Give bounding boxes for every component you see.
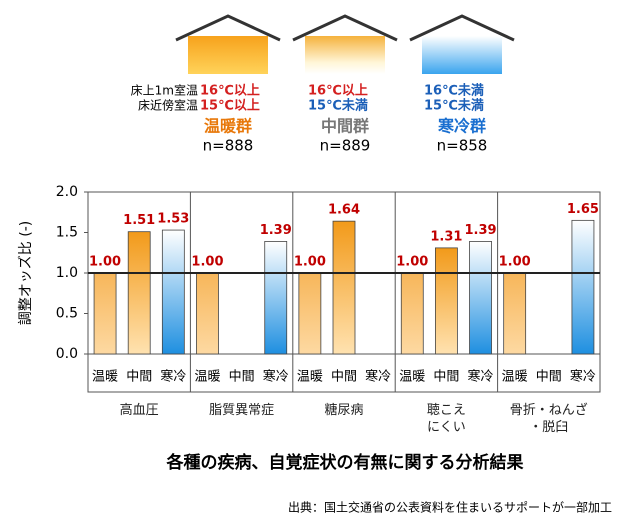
bar [469,241,492,355]
x-tick-label: 中間 [536,370,562,385]
x-tick-label: 中間 [126,370,152,385]
x-tick-label: 寒冷 [468,369,494,385]
value-label: 1.00 [294,255,326,270]
row-label: 床近傍室温 [138,98,198,113]
bar [298,272,322,355]
y-tick-label: 0.5 [56,306,78,322]
value-label: 1.51 [123,213,155,228]
lower-temp: 15℃未満 [308,98,368,114]
category-label: 骨折・ねんざ ・脱臼 [509,403,588,435]
y-tick-label: 2.0 [56,184,78,200]
bar [264,241,288,355]
bar [503,272,527,355]
bar [196,272,219,355]
value-label: 1.65 [567,202,599,217]
group-name: 寒冷群 [437,117,486,136]
value-label: 1.39 [260,223,292,238]
house [175,14,515,74]
upper-temp: 16℃以上 [308,84,368,99]
value-label: 1.00 [396,255,428,270]
category-label: 聴こえ にくい [426,403,466,435]
category-label: 糖尿病 [324,403,364,418]
category-label: 高血圧 [119,403,159,418]
upper-temp: 16℃未満 [424,83,484,99]
x-tick-label: 寒冷 [570,369,596,385]
x-tick-label: 温暖 [297,370,323,385]
y-tick-label: 1.0 [56,265,78,281]
bar [127,231,151,355]
row-label: 床上1m室温 [131,83,198,98]
value-label: 1.00 [499,255,531,270]
x-tick-label: 中間 [433,370,459,385]
category-label: 脂質異常症 [209,403,275,418]
bar [332,220,356,355]
bar [571,219,595,355]
x-tick-label: 温暖 [502,370,528,385]
value-label: 1.64 [328,203,360,218]
x-tick-label: 温暖 [399,370,425,385]
x-tick-label: 中間 [229,370,255,385]
bar [161,229,185,355]
x-tick-label: 中間 [331,370,357,385]
group-name: 中間群 [321,117,369,136]
y-tick-label: 0.0 [56,346,78,362]
bar [434,247,458,355]
value-label: 1.53 [157,212,189,227]
value-label: 1.00 [191,255,223,270]
group-n: n=888 [203,137,254,155]
plot-frame [87,191,601,393]
bar [93,272,117,355]
value-label: 1.31 [430,229,462,244]
x-tick-label: 温暖 [194,370,220,385]
x-tick-label: 寒冷 [263,369,289,385]
upper-temp: 16℃以上 [200,84,260,99]
x-tick-label: 寒冷 [365,369,391,385]
y-axis-label: 調整オッズ比 (-) [18,221,34,325]
y-tick-label: 1.5 [56,225,78,241]
value-label: 1.39 [464,223,496,238]
x-tick-label: 温暖 [92,370,118,385]
group-name: 温暖群 [203,117,252,136]
group-n: n=858 [437,137,488,155]
chart-title: 各種の疾病、自覚症状の有無に関する分析結果 [166,452,524,473]
bar [400,272,424,355]
x-tick-label: 寒冷 [160,369,186,385]
lower-temp: 15℃未満 [424,98,484,114]
group-n: n=889 [320,137,371,155]
source: 出典：国土交通省の公表資料を住まいるサポートが一部加工 [288,500,612,515]
value-label: 1.00 [89,255,121,270]
lower-temp: 15℃以上 [200,99,260,114]
